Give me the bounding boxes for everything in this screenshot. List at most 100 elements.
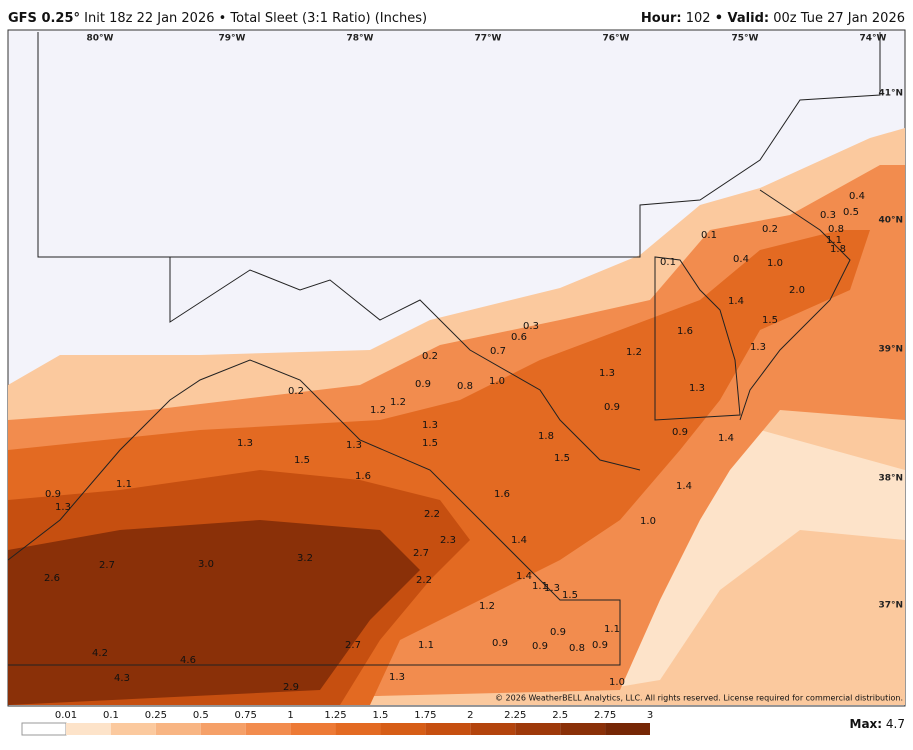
header-right: Hour: 102 • Valid: 00z Tue 27 Jan 2026 — [641, 11, 905, 26]
contour-value: 1.3 — [750, 342, 766, 353]
colorbar-swatch — [605, 723, 650, 735]
contour-value: 2.2 — [416, 575, 432, 586]
contour-value: 1.2 — [370, 405, 386, 416]
contour-value: 4.3 — [114, 673, 130, 684]
contour-value: 1.3 — [422, 420, 438, 431]
contour-value: 3.2 — [297, 553, 313, 564]
colorbar-tick: 2.25 — [504, 710, 526, 721]
colorbar-tick: 0.75 — [235, 710, 257, 721]
contour-value: 1.0 — [489, 376, 505, 387]
longitude-label: 74°W — [860, 34, 887, 44]
contour-value: 0.2 — [288, 386, 304, 397]
colorbar-swatch — [245, 723, 291, 735]
contour-value: 2.0 — [789, 285, 805, 296]
contour-value: 0.6 — [511, 332, 527, 343]
longitude-label: 75°W — [732, 34, 759, 44]
colorbar-swatch — [155, 723, 201, 735]
contour-value: 1.1 — [604, 624, 620, 635]
longitude-label: 79°W — [219, 34, 246, 44]
contour-value: 0.9 — [492, 638, 508, 649]
state-border — [37, 32, 881, 258]
contour-value: 1.4 — [516, 571, 532, 582]
contour-value: 2.7 — [99, 560, 115, 571]
contour-value: 0.7 — [490, 346, 506, 357]
max-value: 4.7 — [886, 717, 905, 731]
colorbar-tick: 2 — [467, 710, 473, 721]
colorbar-tick: 0.1 — [103, 710, 119, 721]
colorbar-swatch — [380, 723, 426, 735]
contour-value: 1.1 — [418, 640, 434, 651]
contour-value: 0.1 — [660, 257, 676, 268]
contour-value: 2.2 — [424, 509, 440, 520]
latitude-label: 38°N — [878, 474, 903, 484]
longitude-label: 78°W — [347, 34, 374, 44]
contour-value: 1.1 — [116, 479, 132, 490]
latitude-label: 40°N — [878, 216, 903, 226]
contour-value: 4.2 — [92, 648, 108, 659]
contour-value: 0.9 — [672, 427, 688, 438]
latitude-label: 39°N — [878, 345, 903, 355]
contour-value: 0.1 — [701, 230, 717, 241]
colorbar-swatch — [290, 723, 336, 735]
state-border — [654, 256, 741, 421]
coastline — [739, 189, 851, 421]
contour-value: 1.1 — [826, 235, 842, 246]
colorbar-tick: 1.5 — [373, 710, 389, 721]
colorbar-swatch — [560, 723, 606, 735]
longitude-label: 76°W — [603, 34, 630, 44]
longitude-label: 80°W — [87, 34, 114, 44]
contour-value: 2.9 — [283, 682, 299, 693]
contour-value: 1.3 — [389, 672, 405, 683]
contour-value: 4.6 — [180, 655, 196, 666]
colorbar-swatch — [110, 723, 156, 735]
colorbar-tick: 0.5 — [193, 710, 209, 721]
contour-value: 0.2 — [422, 351, 438, 362]
contour-value: 0.8 — [457, 381, 473, 392]
colorbar-swatch — [66, 723, 111, 735]
contour-value: 2.7 — [345, 640, 361, 651]
contour-value: 0.3 — [523, 321, 539, 332]
model: GFS 0.25° — [8, 11, 80, 26]
contour-value: 0.4 — [733, 254, 749, 265]
contour-value: 0.9 — [45, 489, 61, 500]
contour-value: 1.4 — [728, 296, 744, 307]
longitude-label: 77°W — [475, 34, 502, 44]
colorbar-swatch — [425, 723, 471, 735]
contour-value: 1.3 — [346, 440, 362, 451]
contour-value: 1.5 — [554, 453, 570, 464]
colorbar-low — [21, 722, 67, 736]
map-labels: 80°W 79°W 78°W 77°W 76°W 75°W 74°W 41°N 40°N 39°N… — [44, 34, 903, 694]
max: Max: 4.7 — [850, 717, 906, 731]
contour-value: 1.2 — [390, 397, 406, 408]
contour-value: 2.6 — [44, 573, 60, 584]
contour-value: 0.9 — [604, 402, 620, 413]
latitude-label: 41°N — [878, 89, 903, 99]
contour-value: 1.4 — [511, 535, 527, 546]
contour-value: 0.9 — [550, 627, 566, 638]
header-left: GFS 0.25° Init 18z 22 Jan 2026 • Total S… — [8, 11, 427, 26]
contour-value: 1.8 — [830, 244, 846, 255]
contour-value: 1.8 — [538, 431, 554, 442]
colorbar-tick: 0.01 — [55, 710, 77, 721]
colorbar-tick: 3 — [647, 710, 653, 721]
contour-value: 1.6 — [355, 471, 371, 482]
valid: 00z Tue 27 Jan 2026 — [773, 11, 905, 26]
contour-value: 0.5 — [843, 207, 859, 218]
contour-value: 0.8 — [569, 643, 585, 654]
colorbar-tick: 1.25 — [324, 710, 346, 721]
map — [7, 29, 906, 707]
colorbar-swatch — [335, 723, 381, 735]
contour-value: 1.5 — [562, 590, 578, 601]
colorbar-tick: 2.75 — [594, 710, 616, 721]
colorbar-tick: 0.25 — [145, 710, 167, 721]
contour-value: 1.5 — [422, 438, 438, 449]
contour-value: 3.0 — [198, 559, 214, 570]
contour-value: 0.4 — [849, 191, 865, 202]
colorbar-swatch — [515, 723, 561, 735]
contour-value: 1.4 — [718, 433, 734, 444]
contour-value: 2.3 — [440, 535, 456, 546]
contour-value: 1.3 — [689, 383, 705, 394]
legend: 0.01 0.1 0.25 0.5 0.75 1 1.25 1.5 1.75 2 2.25 2.5 2.… — [21, 710, 653, 736]
contour-value: 1.5 — [762, 315, 778, 326]
